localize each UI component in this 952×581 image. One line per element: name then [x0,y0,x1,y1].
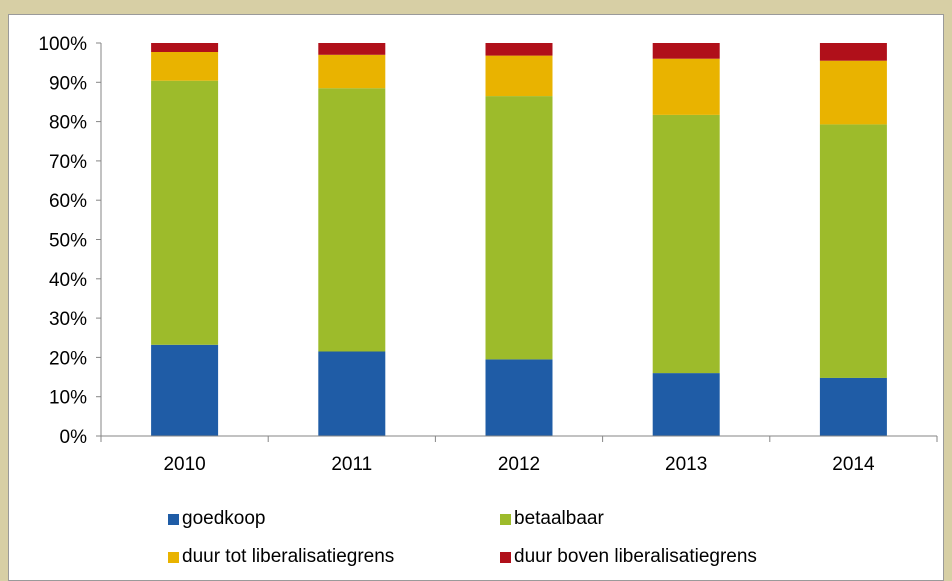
bar-2011-series-2 [318,54,386,89]
bar-2010-series-1 [151,80,219,345]
y-tick-label: 0% [60,427,88,448]
bar-2014-series-3 [819,43,887,61]
x-tick-label: 2012 [498,454,540,475]
y-tick-label: 90% [49,73,87,94]
bar-2010-series-0 [151,344,219,436]
bar-2014-series-0 [819,377,887,436]
bar-2012-series-1 [485,96,553,360]
bar-2010-series-3 [151,43,219,52]
bar-2010-series-2 [151,52,219,81]
y-tick-label: 40% [49,270,87,291]
x-tick-label: 2011 [331,454,372,475]
legend-swatch-goedkoop [168,513,179,525]
legend-label-duur-tot: duur tot liberalisatiegrens [182,546,395,567]
bar-2013-series-1 [652,114,720,374]
bar-2012-series-0 [485,359,553,436]
y-tick-label: 10% [49,388,87,409]
legend-item-duur-boven: duur boven liberalisatiegrens [500,546,757,568]
y-tick-label: 80% [49,113,87,134]
legend-item-duur-tot: duur tot liberalisatiegrens [168,546,394,568]
bar-2014-series-2 [819,60,887,125]
legend-item-goedkoop: goedkoop [168,508,265,530]
bar-2011-series-1 [318,88,386,352]
bar-2012-series-2 [485,55,553,97]
legend-item-betaalbaar: betaalbaar [500,508,604,530]
x-tick-label: 2013 [665,454,707,475]
bar-2012-series-3 [485,43,553,56]
y-tick-label: 50% [49,231,87,252]
y-tick-label: 60% [49,191,87,212]
y-tick-label: 70% [49,152,87,173]
legend-label-duur-boven: duur boven liberalisatiegrens [514,546,757,567]
bar-2011-series-0 [318,351,386,436]
legend-label-betaalbaar: betaalbaar [514,508,604,529]
y-tick-label: 20% [49,348,87,369]
chart-legend: goedkoop betaalbaar duur tot liberalisat… [168,498,888,578]
bar-2013-series-3 [652,43,720,59]
bar-2013-series-0 [652,373,720,436]
legend-label-goedkoop: goedkoop [182,508,266,529]
bar-2011-series-3 [318,43,386,55]
y-tick-label: 100% [38,34,87,55]
x-tick-label: 2010 [163,454,205,475]
legend-swatch-duur-tot [168,551,179,563]
bar-2014-series-1 [819,124,887,378]
legend-swatch-duur-boven [500,551,511,563]
y-tick-label: 30% [49,309,87,330]
x-tick-label: 2014 [832,454,875,475]
bar-2013-series-2 [652,58,720,115]
legend-swatch-betaalbaar [500,513,511,525]
